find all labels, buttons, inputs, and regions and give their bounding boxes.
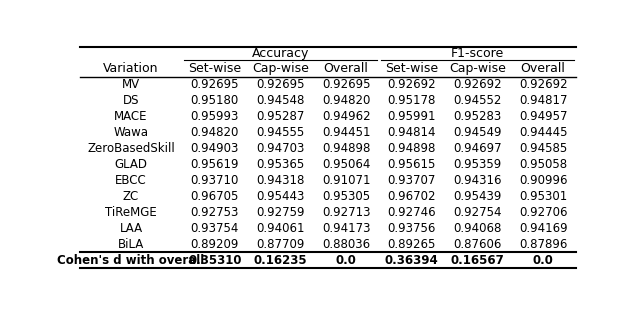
Text: ZeroBasedSkill: ZeroBasedSkill [87, 142, 175, 155]
Text: 0.92746: 0.92746 [387, 206, 436, 219]
Text: 0.92759: 0.92759 [256, 206, 305, 219]
Text: Cohen's d with overall: Cohen's d with overall [58, 254, 205, 266]
Text: Set-wise: Set-wise [188, 62, 241, 75]
Text: 0.92706: 0.92706 [519, 206, 568, 219]
Text: 0.91071: 0.91071 [322, 174, 371, 187]
Text: 0.95305: 0.95305 [322, 190, 370, 203]
Text: 0.0: 0.0 [336, 254, 356, 266]
Text: Variation: Variation [103, 62, 159, 75]
Text: ZC: ZC [123, 190, 139, 203]
Text: Cap-wise: Cap-wise [449, 62, 506, 75]
Text: Accuracy: Accuracy [252, 47, 309, 61]
Text: Overall: Overall [521, 62, 566, 75]
Text: 0.94316: 0.94316 [453, 174, 502, 187]
Text: BiLA: BiLA [118, 238, 144, 251]
Text: 0.94903: 0.94903 [191, 142, 239, 155]
Text: 0.87896: 0.87896 [519, 238, 567, 251]
Text: 0.92753: 0.92753 [191, 206, 239, 219]
Text: 0.94173: 0.94173 [322, 222, 371, 235]
Text: 0.95287: 0.95287 [256, 110, 305, 123]
Text: 0.94697: 0.94697 [453, 142, 502, 155]
Text: 0.95993: 0.95993 [191, 110, 239, 123]
Text: 0.95359: 0.95359 [453, 158, 502, 171]
Text: MACE: MACE [115, 110, 148, 123]
Text: 0.16235: 0.16235 [253, 254, 307, 266]
Text: 0.94451: 0.94451 [322, 126, 371, 139]
Text: 0.94820: 0.94820 [322, 94, 371, 107]
Text: 0.89209: 0.89209 [191, 238, 239, 251]
Text: 0.93756: 0.93756 [388, 222, 436, 235]
Text: 0.95619: 0.95619 [191, 158, 239, 171]
Text: 0.94814: 0.94814 [388, 126, 436, 139]
Text: 0.36394: 0.36394 [385, 254, 438, 266]
Text: 0.0: 0.0 [532, 254, 554, 266]
Text: Cap-wise: Cap-wise [252, 62, 309, 75]
Text: 0.95180: 0.95180 [191, 94, 239, 107]
Text: Wawa: Wawa [113, 126, 148, 139]
Text: 0.94549: 0.94549 [453, 126, 502, 139]
Text: 0.95443: 0.95443 [256, 190, 305, 203]
Text: 0.87606: 0.87606 [453, 238, 502, 251]
Text: 0.16567: 0.16567 [451, 254, 504, 266]
Text: TiReMGE: TiReMGE [105, 206, 157, 219]
Text: 0.92692: 0.92692 [387, 78, 436, 91]
Text: F1-score: F1-score [451, 47, 504, 61]
Text: 0.95178: 0.95178 [388, 94, 436, 107]
Text: 0.94962: 0.94962 [322, 110, 371, 123]
Text: 0.95064: 0.95064 [322, 158, 371, 171]
Text: 0.94585: 0.94585 [519, 142, 567, 155]
Text: 0.96702: 0.96702 [388, 190, 436, 203]
Text: 0.94703: 0.94703 [256, 142, 305, 155]
Text: 0.94169: 0.94169 [519, 222, 568, 235]
Text: EBCC: EBCC [115, 174, 147, 187]
Text: 0.90996: 0.90996 [519, 174, 568, 187]
Text: 0.89265: 0.89265 [388, 238, 436, 251]
Text: 0.94957: 0.94957 [519, 110, 568, 123]
Text: 0.94445: 0.94445 [519, 126, 568, 139]
Text: 0.95058: 0.95058 [519, 158, 567, 171]
Text: Set-wise: Set-wise [385, 62, 438, 75]
Text: 0.94898: 0.94898 [388, 142, 436, 155]
Text: 0.95615: 0.95615 [388, 158, 436, 171]
Text: 0.94318: 0.94318 [256, 174, 305, 187]
Text: MV: MV [122, 78, 140, 91]
Text: 0.35310: 0.35310 [188, 254, 241, 266]
Text: 0.92695: 0.92695 [256, 78, 305, 91]
Text: 0.92692: 0.92692 [519, 78, 568, 91]
Text: 0.88036: 0.88036 [322, 238, 370, 251]
Text: 0.92692: 0.92692 [453, 78, 502, 91]
Text: 0.94898: 0.94898 [322, 142, 371, 155]
Text: 0.94548: 0.94548 [256, 94, 305, 107]
Text: 0.94552: 0.94552 [453, 94, 502, 107]
Text: 0.96705: 0.96705 [191, 190, 239, 203]
Text: 0.95439: 0.95439 [453, 190, 502, 203]
Text: Overall: Overall [324, 62, 369, 75]
Text: 0.92695: 0.92695 [322, 78, 371, 91]
Text: 0.94068: 0.94068 [453, 222, 502, 235]
Text: 0.95991: 0.95991 [388, 110, 436, 123]
Text: 0.94817: 0.94817 [519, 94, 568, 107]
Text: 0.95283: 0.95283 [453, 110, 502, 123]
Text: 0.94820: 0.94820 [191, 126, 239, 139]
Text: DS: DS [123, 94, 140, 107]
Text: 0.93754: 0.93754 [191, 222, 239, 235]
Text: 0.92754: 0.92754 [453, 206, 502, 219]
Text: LAA: LAA [120, 222, 143, 235]
Text: 0.95365: 0.95365 [257, 158, 305, 171]
Text: 0.92695: 0.92695 [191, 78, 239, 91]
Text: 0.92713: 0.92713 [322, 206, 371, 219]
Text: GLAD: GLAD [115, 158, 147, 171]
Text: 0.87709: 0.87709 [256, 238, 305, 251]
Text: 0.93710: 0.93710 [191, 174, 239, 187]
Text: 0.95301: 0.95301 [519, 190, 567, 203]
Text: 0.94061: 0.94061 [256, 222, 305, 235]
Text: 0.93707: 0.93707 [388, 174, 436, 187]
Text: 0.94555: 0.94555 [257, 126, 305, 139]
